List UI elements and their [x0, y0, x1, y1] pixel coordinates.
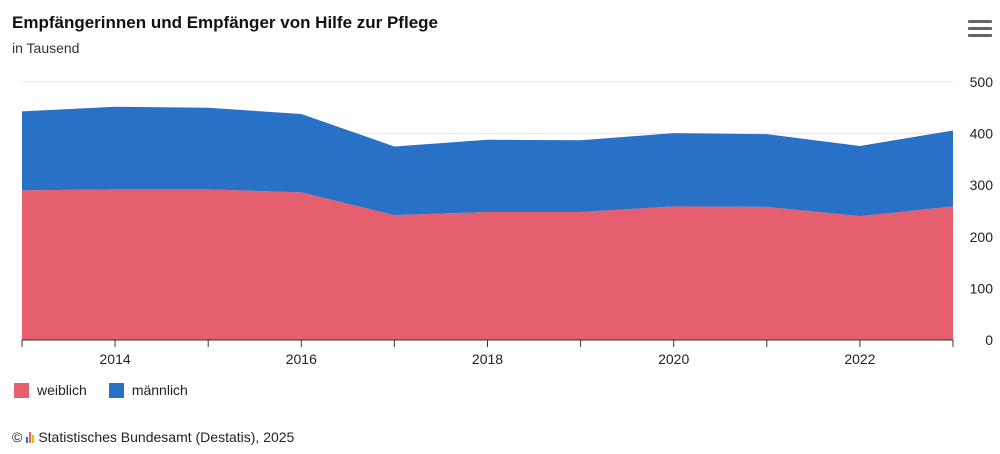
chart-title: Empfängerinnen und Empfänger von Hilfe z… — [12, 13, 438, 32]
chart-subtitle: in Tausend — [12, 40, 80, 56]
legend-item-weiblich[interactable]: weiblich — [14, 382, 87, 398]
y-tick-label-300: 300 — [970, 177, 994, 193]
x-tick-label-2014: 2014 — [100, 351, 131, 367]
area-series-maennlich — [22, 106, 953, 217]
legend-label-weiblich: weiblich — [37, 382, 87, 398]
x-tick-label-2022: 2022 — [844, 351, 875, 367]
legend-label-maennlich: männlich — [131, 382, 188, 398]
y-tick-label-500: 500 — [970, 74, 994, 90]
area-chart: 0 100 200 300 400 500 2014 2016 2018 2020 2022 — [21, 74, 994, 367]
chart-legend: weiblich männlich — [14, 382, 188, 398]
x-tick-label-2020: 2020 — [658, 351, 689, 367]
destatis-logo-icon — [26, 431, 35, 443]
legend-swatch-weiblich — [14, 382, 29, 398]
y-tick-label-200: 200 — [970, 229, 994, 245]
copyright-symbol: © — [12, 429, 23, 445]
y-tick-label-100: 100 — [970, 280, 994, 296]
legend-swatch-maennlich — [108, 382, 124, 398]
source-text: Statistisches Bundesamt (Destatis), 2025 — [38, 429, 295, 445]
x-tick-label-2018: 2018 — [472, 351, 503, 367]
y-tick-label-0: 0 — [985, 332, 993, 348]
hamburger-menu-icon[interactable] — [968, 20, 992, 40]
area-series-weiblich — [22, 189, 953, 340]
x-tick-label-2016: 2016 — [286, 351, 317, 367]
y-tick-label-400: 400 — [970, 126, 994, 142]
source-footer: © Statistisches Bundesamt (Destatis), 20… — [12, 429, 294, 445]
legend-item-maennlich[interactable]: männlich — [108, 382, 188, 398]
